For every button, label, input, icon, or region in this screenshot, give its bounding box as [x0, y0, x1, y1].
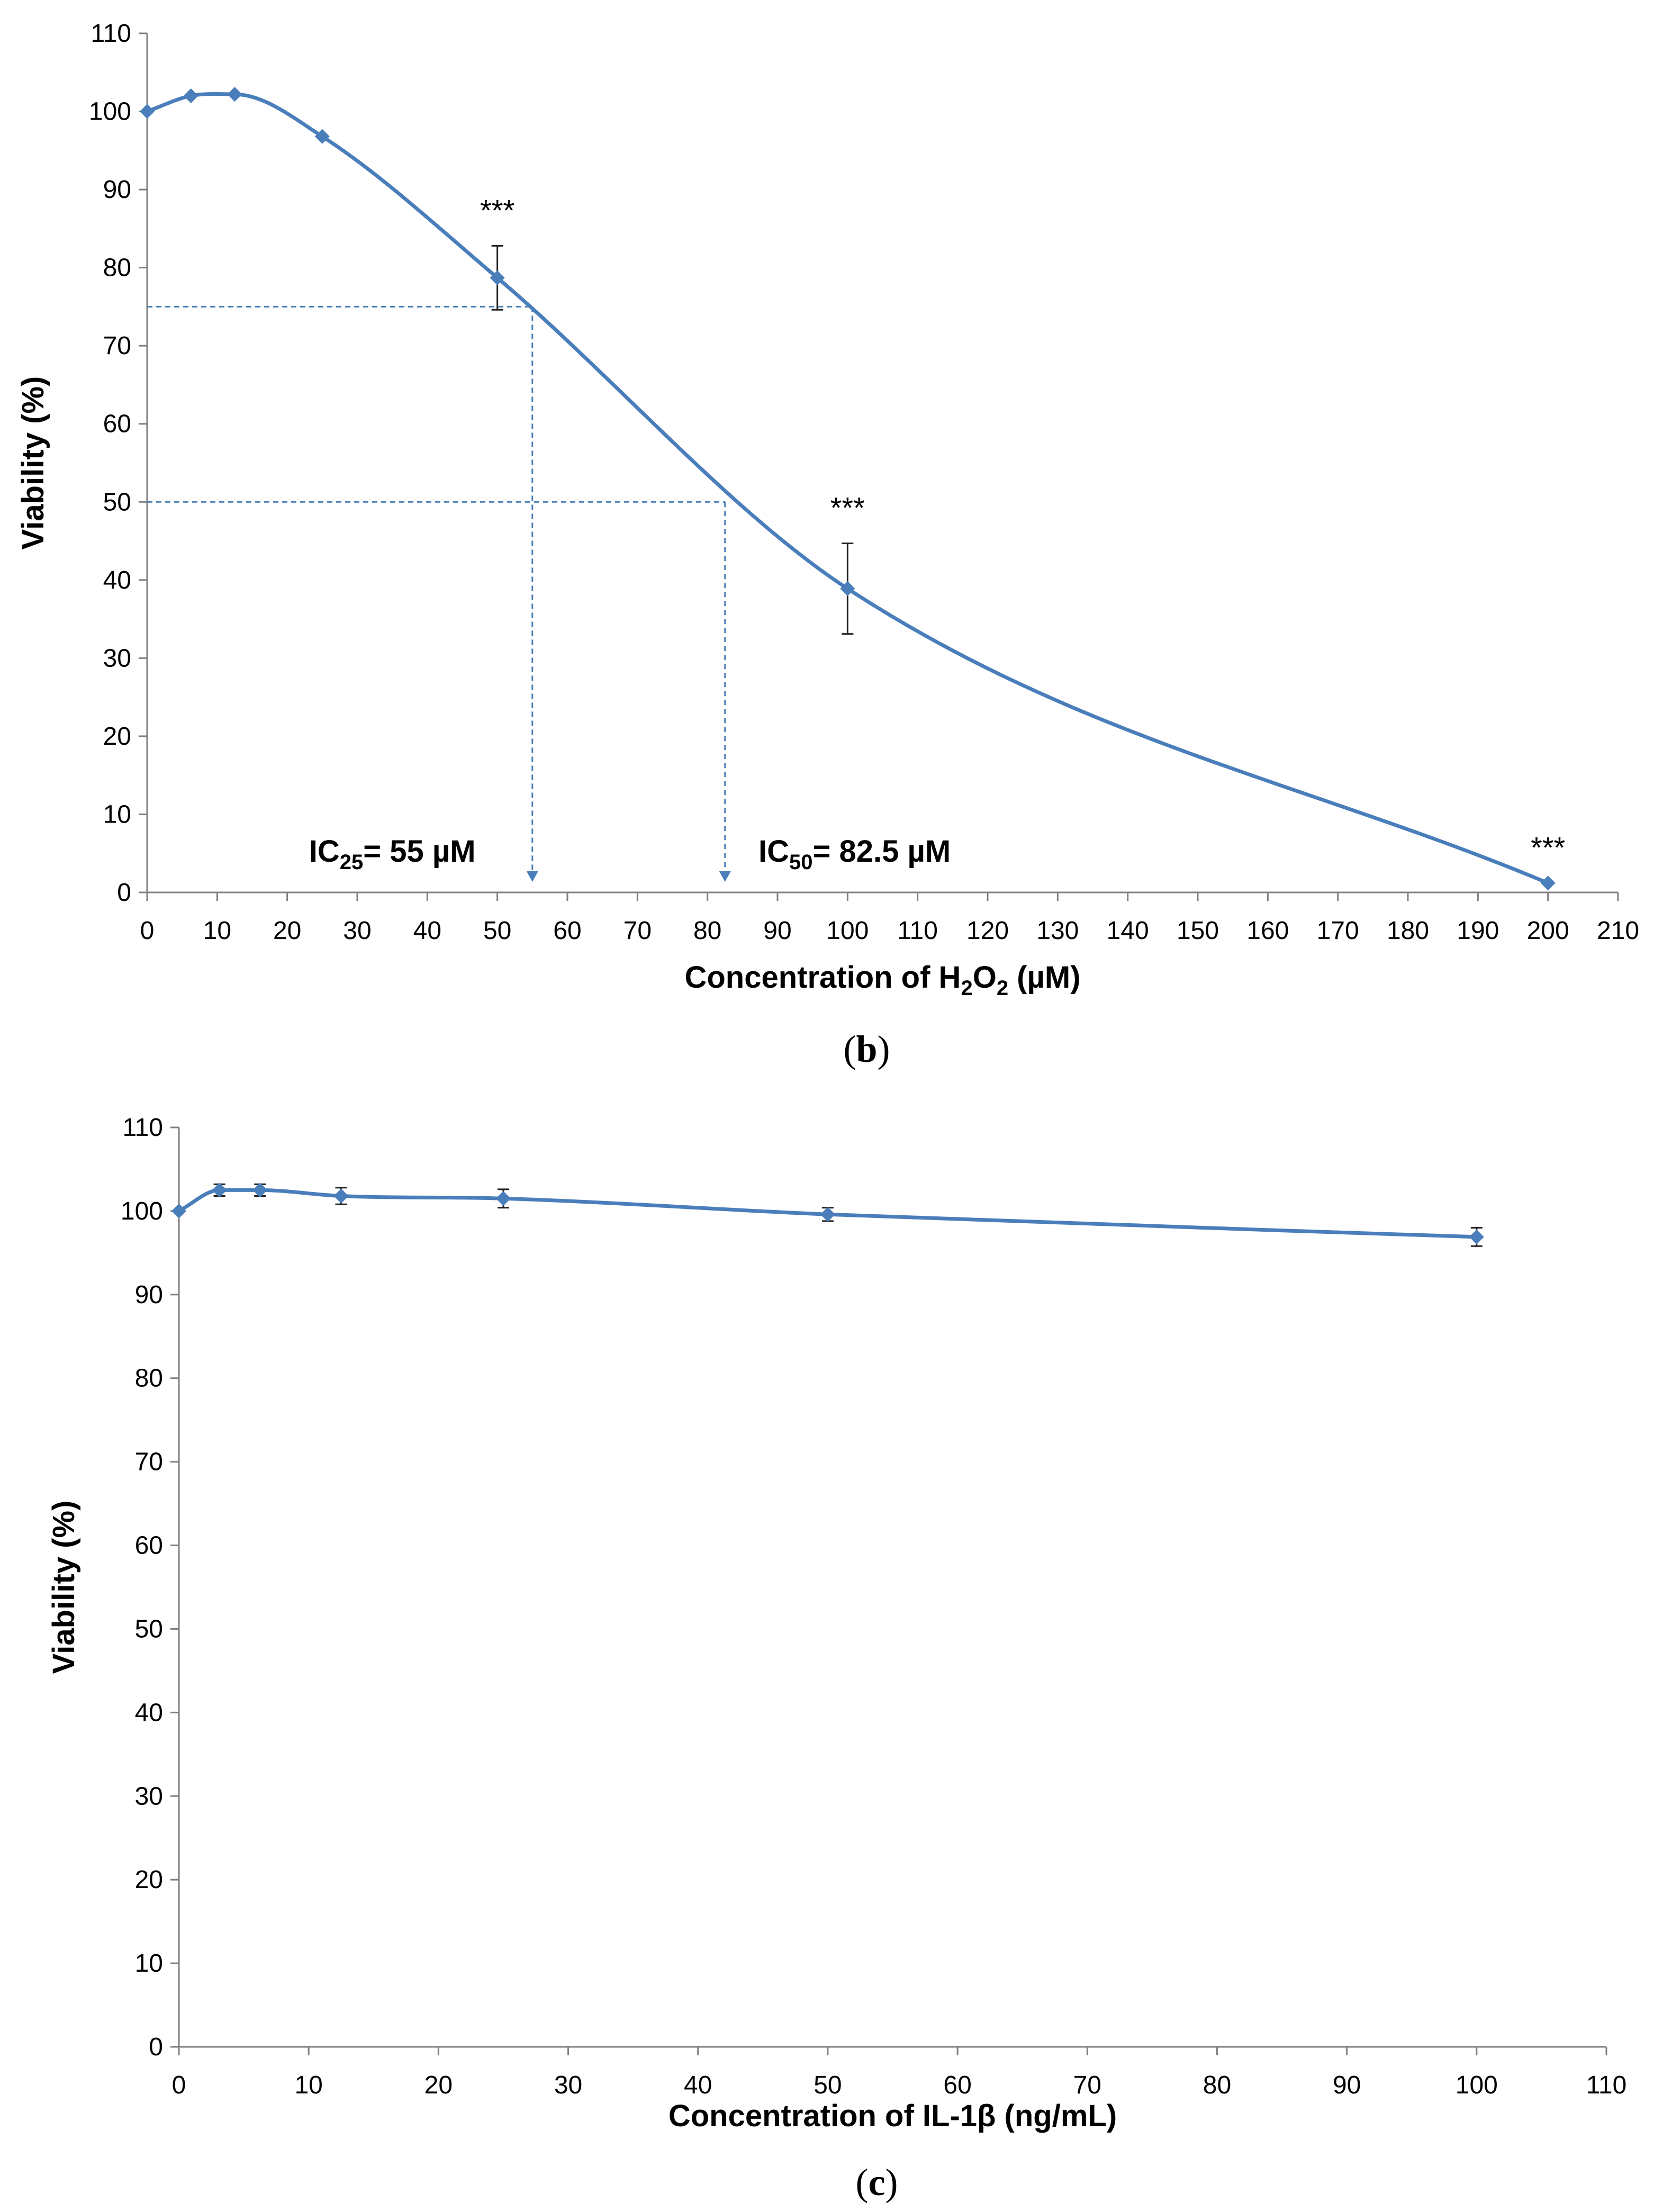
y-tick-label: 60 [135, 1532, 163, 1560]
x-tick-label: 60 [553, 917, 581, 945]
x-tick-label: 40 [413, 917, 441, 945]
x-tick-label: 70 [1073, 2071, 1101, 2099]
x-tick-label: 160 [1246, 917, 1289, 945]
x-tick-label: 80 [1203, 2071, 1231, 2099]
x-tick-label: 90 [763, 917, 791, 945]
x-tick-label: 70 [623, 917, 652, 945]
data-point [212, 1182, 227, 1198]
chart-b: 0 10 20 30 40 50 60 70 80 90 100 110 0 10 20 30 40 50 60 70… [16, 20, 1639, 1070]
x-tick-label: 90 [1333, 2071, 1361, 2099]
x-tick-label: 30 [554, 2071, 582, 2099]
x-tick-label: 50 [483, 917, 511, 945]
x-tick-label: 210 [1597, 917, 1639, 945]
series-line [145, 92, 1550, 885]
data-point [171, 1203, 186, 1218]
y-tick-label: 80 [135, 1365, 163, 1393]
x-tick-label: 20 [273, 917, 301, 945]
chart-c: 0 10 20 30 40 50 60 70 80 90 100 110 0 10 20 30 40 50 60 70… [47, 1114, 1626, 2204]
x-tick-label: 100 [1456, 2071, 1498, 2099]
x-tick-label: 190 [1457, 917, 1499, 945]
data-point [140, 104, 155, 119]
y-tick-label: 40 [135, 1699, 163, 1727]
y-tick-label: 0 [149, 2033, 163, 2061]
x-tick-label: 150 [1177, 917, 1219, 945]
data-point [314, 129, 330, 144]
x-tick-label: 20 [424, 2071, 453, 2099]
significance-stars: *** [480, 193, 514, 227]
reference-arrowhead [719, 871, 731, 882]
x-tick-label: 10 [203, 917, 231, 945]
x-axis-title: Concentration of IL-1β (ng/mL) [668, 2099, 1117, 2133]
significance-stars: *** [1531, 830, 1565, 864]
y-tick-label: 20 [103, 723, 131, 751]
data-point [490, 270, 505, 285]
y-tick-label: 30 [103, 644, 131, 672]
x-tick-label: 140 [1107, 917, 1149, 945]
x-tick-label: 180 [1387, 917, 1429, 945]
data-point [1540, 875, 1556, 891]
y-tick-label: 50 [135, 1615, 163, 1643]
data-point [252, 1182, 268, 1198]
significance-stars: *** [830, 491, 865, 524]
y-tick-label: 110 [122, 1114, 163, 1142]
data-point [840, 581, 855, 597]
x-tick-label: 110 [897, 917, 938, 945]
reference-arrowhead [526, 871, 538, 882]
y-tick-label: 40 [103, 566, 131, 594]
x-tick-label: 170 [1317, 917, 1359, 945]
x-tick-label: 10 [294, 2071, 322, 2099]
y-tick-label: 100 [121, 1197, 163, 1225]
y-tick-label: 0 [117, 879, 131, 907]
y-tick-label: 60 [103, 410, 131, 438]
data-point [183, 88, 198, 104]
x-tick-label: 50 [814, 2071, 842, 2099]
y-tick-label: 80 [103, 254, 131, 282]
y-tick-label: 100 [89, 98, 131, 126]
data-point [495, 1191, 511, 1206]
panel-label: (b) [843, 1028, 890, 1070]
panel-label: (c) [856, 2161, 898, 2204]
y-tick-label: 20 [135, 1866, 163, 1894]
x-tick-label: 40 [684, 2071, 712, 2099]
y-tick-label: 110 [91, 20, 131, 48]
data-point [333, 1188, 349, 1204]
data-point [1469, 1229, 1484, 1244]
data-point [227, 87, 242, 102]
y-axis-title: Viability (%) [16, 376, 50, 550]
data-point [820, 1207, 835, 1222]
y-tick-label: 90 [103, 176, 131, 204]
x-tick-label: 100 [826, 917, 869, 945]
y-tick-label: 10 [103, 800, 131, 828]
x-axis-title: Concentration of H2O2 (µM) [684, 960, 1080, 1000]
y-tick-label: 90 [135, 1281, 163, 1309]
x-tick-label: 110 [1586, 2071, 1627, 2099]
y-tick-label: 70 [135, 1448, 163, 1476]
x-tick-label: 0 [172, 2071, 186, 2099]
x-tick-label: 130 [1036, 917, 1079, 945]
y-tick-label: 70 [103, 332, 131, 360]
ic-annotation: IC50= 82.5 µM [758, 834, 951, 874]
x-tick-label: 0 [140, 917, 155, 945]
y-tick-label: 50 [103, 488, 131, 516]
y-tick-label: 10 [135, 1949, 163, 1978]
y-axis-title: Viability (%) [47, 1501, 81, 1674]
x-tick-label: 60 [943, 2071, 971, 2099]
x-tick-label: 30 [343, 917, 371, 945]
x-tick-label: 200 [1527, 917, 1569, 945]
y-tick-label: 30 [135, 1782, 163, 1810]
x-tick-label: 120 [966, 917, 1009, 945]
ic-annotation: IC25= 55 µM [309, 834, 476, 874]
x-tick-label: 80 [693, 917, 721, 945]
